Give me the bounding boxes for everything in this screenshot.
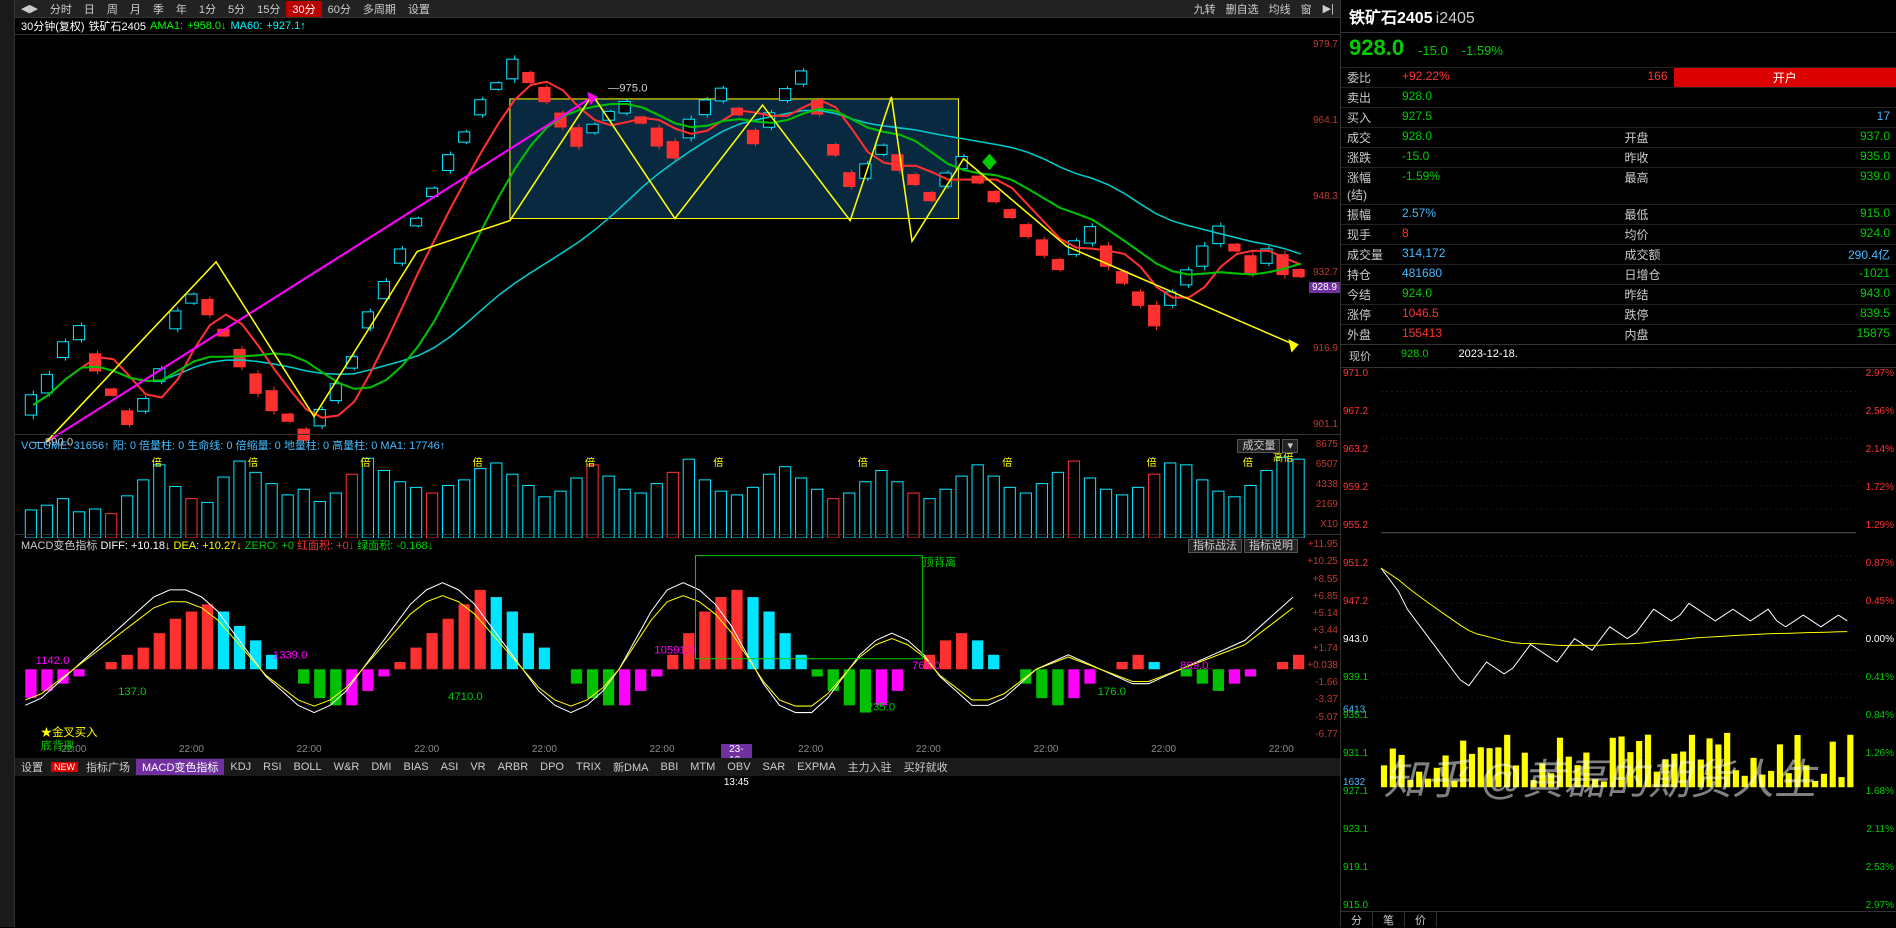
mini-tab-分[interactable]: 分 — [1341, 912, 1373, 927]
svg-text:6235.0: 6235.0 — [860, 701, 895, 713]
tool-均线[interactable]: 均线 — [1264, 4, 1296, 16]
mini-chart[interactable]: 64131632 971.0967.2963.2959.2955.2951.29… — [1341, 368, 1896, 911]
indicator-指标广场[interactable]: 指标广场 — [80, 759, 136, 775]
last-price-tag: 928.9 — [1309, 282, 1340, 293]
tf-周[interactable]: 周 — [101, 1, 124, 17]
left-toolbar — [0, 0, 15, 927]
indicator-VR[interactable]: VR — [464, 761, 491, 773]
open-account-button[interactable]: 开户 — [1674, 67, 1896, 87]
indicator-bar: 设置NEW指标广场MACD变色指标KDJRSIBOLLW&RDMIBIASASI… — [15, 758, 1340, 776]
macd-panel[interactable]: MACD变色指标 DIFF: +10.18↓ DEA: +10.27↓ ZERO… — [15, 534, 1340, 744]
svg-text:176.0: 176.0 — [1098, 686, 1126, 698]
ma60-label: MA60: — [231, 20, 263, 32]
price-change: -15.0 — [1418, 43, 1448, 58]
indicator-MACD变色指标[interactable]: MACD变色指标 — [136, 759, 224, 775]
tf-月[interactable]: 月 — [124, 1, 147, 17]
price-chart-panel[interactable]: —975.0—890.0 979.7964.1948.3932.7916.990… — [15, 34, 1340, 434]
timeframe-bar: ◀▶ 分时日周月季年1分5分15分30分60分多周期设置 九转删自选均线窗 ▶| — [15, 0, 1340, 18]
svg-text:—975.0: —975.0 — [608, 83, 648, 95]
indicator-MTM[interactable]: MTM — [684, 761, 721, 773]
quote-header: 铁矿石2405 i2405 — [1341, 0, 1896, 33]
svg-text:1339.0: 1339.0 — [273, 650, 308, 662]
svg-text:倍: 倍 — [1243, 456, 1253, 469]
arrow-right-icon[interactable]: ▶| — [1317, 2, 1340, 15]
tf-日[interactable]: 日 — [78, 1, 101, 17]
tf-年[interactable]: 年 — [170, 1, 193, 17]
indicator-买好就收[interactable]: 买好就收 — [898, 759, 954, 775]
instrument-name: 铁矿石2405 — [1349, 10, 1433, 27]
macd-tool-指标说明[interactable]: 指标说明 — [1244, 539, 1298, 553]
mini-tab-价[interactable]: 价 — [1405, 912, 1437, 927]
tf-5分[interactable]: 5分 — [222, 1, 251, 17]
indicator-BOLL[interactable]: BOLL — [288, 761, 328, 773]
indicator-DPO[interactable]: DPO — [534, 761, 570, 773]
instrument-label: 铁矿石2405 — [89, 18, 146, 34]
tool-删自选[interactable]: 删自选 — [1221, 4, 1264, 16]
indicator-TRIX[interactable]: TRIX — [570, 761, 607, 773]
main-legend: 30分钟(复权) 铁矿石2405 AMA1: +958.0↓ MA60: +92… — [15, 18, 1340, 34]
indicator-DMI[interactable]: DMI — [365, 761, 397, 773]
tool-窗[interactable]: 窗 — [1296, 4, 1317, 16]
indicator-RSI[interactable]: RSI — [257, 761, 287, 773]
svg-text:★金叉买入: ★金叉买入 — [41, 725, 98, 739]
macd-legend: MACD变色指标 DIFF: +10.18↓ DEA: +10.27↓ ZERO… — [21, 537, 433, 553]
volume-dropdown[interactable]: 成交量 — [1237, 439, 1280, 453]
indicator-主力入驻[interactable]: 主力入驻 — [842, 759, 898, 775]
svg-text:倍: 倍 — [713, 456, 723, 469]
svg-text:10591.0: 10591.0 — [654, 645, 695, 657]
tf-多周期[interactable]: 多周期 — [357, 1, 402, 17]
tf-15分[interactable]: 15分 — [251, 1, 286, 17]
tf-30分[interactable]: 30分 — [286, 1, 321, 17]
svg-text:顶背离: 顶背离 — [922, 555, 956, 569]
price-pct: -1.59% — [1462, 43, 1503, 58]
volume-legend: VOLUME: 31656↑ 阳: 0 倍量柱: 0 生命线: 0 倍缩量: 0… — [21, 437, 445, 453]
svg-text:倍: 倍 — [473, 456, 483, 469]
svg-text:137.0: 137.0 — [118, 686, 146, 698]
svg-text:倍: 倍 — [152, 456, 162, 469]
tick-row: 现价 928.0 2023-12-18. — [1341, 344, 1896, 368]
mini-tab-笔[interactable]: 笔 — [1373, 912, 1405, 927]
svg-text:766.0: 766.0 — [912, 660, 940, 672]
mini-tabs: 分笔价 — [1341, 911, 1896, 927]
macd-tool-指标战法[interactable]: 指标战法 — [1188, 539, 1242, 553]
indicator-KDJ[interactable]: KDJ — [224, 761, 257, 773]
indicator-W&R[interactable]: W&R — [328, 761, 366, 773]
tf-分时[interactable]: 分时 — [44, 1, 78, 17]
svg-text:4710.0: 4710.0 — [448, 691, 483, 703]
svg-text:倍: 倍 — [1146, 456, 1156, 469]
tf-设置[interactable]: 设置 — [402, 1, 436, 17]
quote-grid: 委比+92.22%166开户卖出928.0买入927.517成交928.0开盘9… — [1341, 67, 1896, 344]
indicator-ASI[interactable]: ASI — [435, 761, 465, 773]
svg-text:倍: 倍 — [360, 456, 370, 469]
tool-九转[interactable]: 九转 — [1189, 4, 1221, 16]
svg-text:869.0: 869.0 — [1180, 660, 1208, 672]
indicator-设置[interactable]: 设置 — [15, 759, 49, 775]
volume-panel[interactable]: VOLUME: 31656↑ 阳: 0 倍量柱: 0 生命线: 0 倍缩量: 0… — [15, 434, 1340, 534]
tf-1分[interactable]: 1分 — [193, 1, 222, 17]
last-price: 928.0 — [1349, 35, 1404, 61]
svg-text:底背离: 底背离 — [41, 738, 75, 751]
ma1-label: AMA1: — [150, 20, 183, 32]
dropdown-icon[interactable]: ▾ — [1282, 439, 1298, 453]
indicator-BIAS[interactable]: BIAS — [398, 761, 435, 773]
svg-text:倍: 倍 — [248, 456, 258, 469]
ma60-value: +927.1↑ — [266, 20, 305, 32]
indicator-OBV[interactable]: OBV — [721, 761, 756, 773]
period-label: 30分钟(复权) — [21, 18, 85, 34]
svg-text:1142.0: 1142.0 — [36, 655, 70, 667]
svg-text:倍: 倍 — [585, 456, 595, 469]
arrow-left-icon[interactable]: ◀▶ — [15, 2, 44, 15]
indicator-EXPMA[interactable]: EXPMA — [791, 761, 842, 773]
tf-60分[interactable]: 60分 — [322, 1, 357, 17]
instrument-code: i2405 — [1436, 10, 1475, 27]
svg-text:倍: 倍 — [858, 456, 868, 469]
svg-text:倍: 倍 — [1002, 456, 1012, 469]
indicator-ARBR[interactable]: ARBR — [492, 761, 535, 773]
ma1-value: +958.0↓ — [187, 20, 226, 32]
indicator-BBI[interactable]: BBI — [655, 761, 685, 773]
indicator-新DMA[interactable]: 新DMA — [607, 759, 654, 775]
tf-季[interactable]: 季 — [147, 1, 170, 17]
indicator-SAR[interactable]: SAR — [757, 761, 792, 773]
